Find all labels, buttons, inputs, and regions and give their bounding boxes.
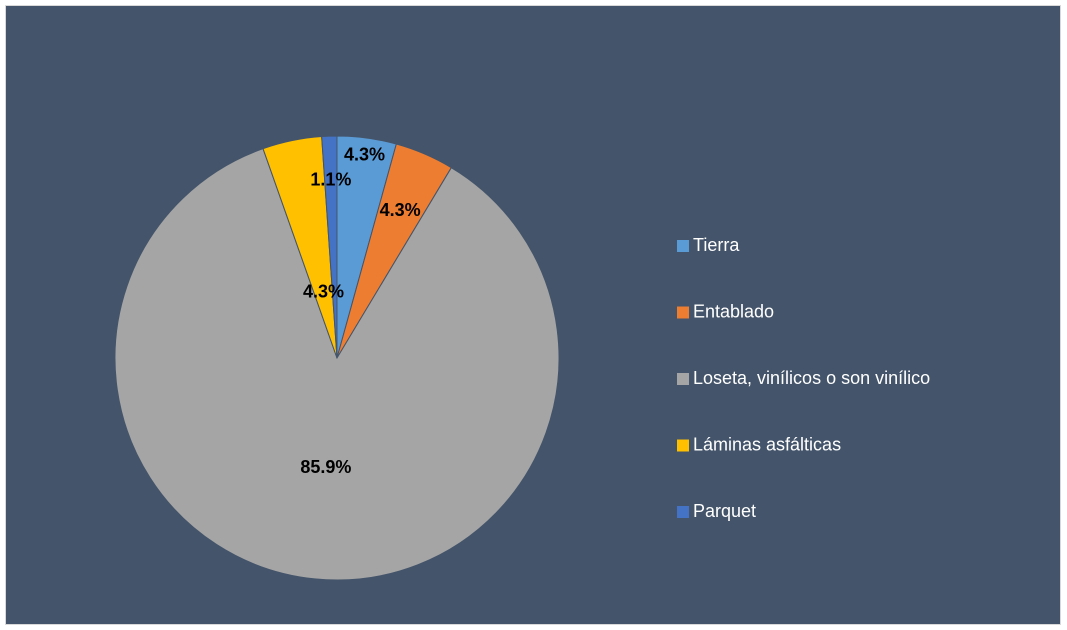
pie-slice <box>114 148 560 581</box>
legend-label: Parquet <box>693 501 756 521</box>
data-label: 85.9% <box>300 457 351 477</box>
data-label: 4.3% <box>303 282 344 302</box>
legend-swatch <box>677 439 689 452</box>
legend-swatch <box>677 306 689 319</box>
pie-slice <box>321 135 338 359</box>
legend-label: Loseta, vinílicos o son vinílico <box>693 368 930 388</box>
legend-label: Láminas asfálticas <box>693 434 841 454</box>
legend-swatch <box>677 240 689 252</box>
data-label: 4.3% <box>344 144 385 164</box>
legend-label: Entablado <box>693 301 774 321</box>
legend-swatch <box>677 373 689 385</box>
data-label: 4.3% <box>380 200 421 220</box>
legend-label: Tierra <box>693 235 740 255</box>
data-label: 1.1% <box>310 169 351 189</box>
legend-swatch <box>677 506 689 518</box>
